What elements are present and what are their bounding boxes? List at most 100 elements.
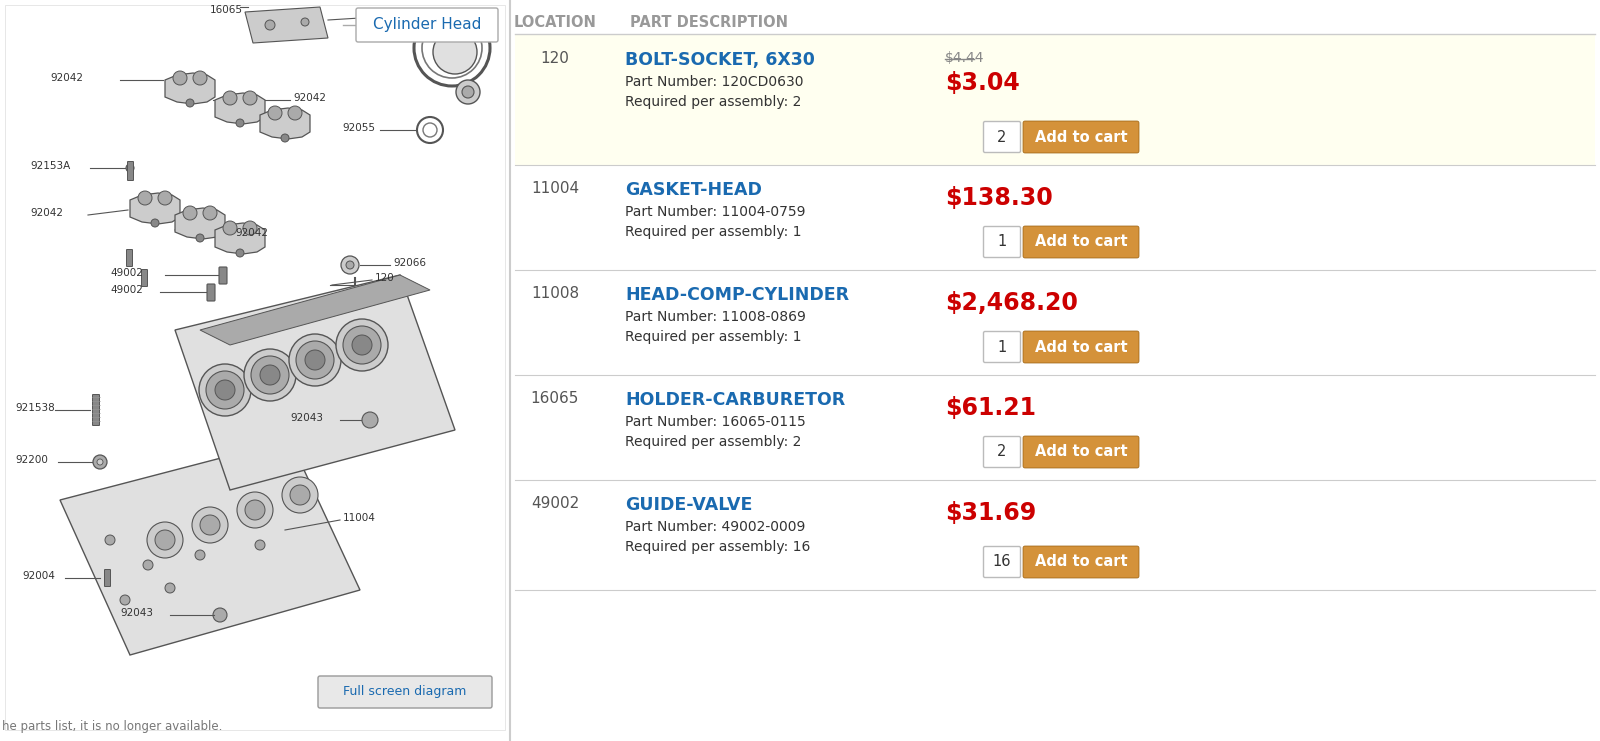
Circle shape xyxy=(290,334,341,386)
FancyBboxPatch shape xyxy=(104,570,110,586)
Text: 11004: 11004 xyxy=(342,513,376,523)
Text: 92066: 92066 xyxy=(394,258,426,268)
Circle shape xyxy=(288,106,302,120)
Text: Required per assembly: 16: Required per assembly: 16 xyxy=(626,540,810,554)
Text: 49002: 49002 xyxy=(110,285,142,295)
Circle shape xyxy=(173,71,187,85)
Circle shape xyxy=(269,106,282,120)
Circle shape xyxy=(213,608,227,622)
Circle shape xyxy=(186,99,194,107)
FancyBboxPatch shape xyxy=(0,0,510,741)
Circle shape xyxy=(194,71,206,85)
Circle shape xyxy=(352,335,371,355)
Circle shape xyxy=(200,515,221,535)
Text: Part Number: 11008-0869: Part Number: 11008-0869 xyxy=(626,310,806,324)
Text: Part Number: 49002-0009: Part Number: 49002-0009 xyxy=(626,520,805,534)
FancyBboxPatch shape xyxy=(1022,546,1139,578)
Circle shape xyxy=(182,206,197,220)
Circle shape xyxy=(206,371,243,409)
Text: 2: 2 xyxy=(997,445,1006,459)
FancyBboxPatch shape xyxy=(1022,436,1139,468)
Text: 49002: 49002 xyxy=(531,496,579,511)
Text: Add to cart: Add to cart xyxy=(1035,234,1128,250)
Circle shape xyxy=(93,455,107,469)
Circle shape xyxy=(243,221,258,235)
Circle shape xyxy=(456,80,480,104)
Circle shape xyxy=(195,550,205,560)
Circle shape xyxy=(243,91,258,105)
Text: Required per assembly: 2: Required per assembly: 2 xyxy=(626,435,802,449)
Circle shape xyxy=(243,349,296,401)
Text: PART DESCRIPTION: PART DESCRIPTION xyxy=(630,15,787,30)
FancyBboxPatch shape xyxy=(355,8,498,42)
FancyBboxPatch shape xyxy=(126,250,133,267)
Circle shape xyxy=(203,206,218,220)
FancyBboxPatch shape xyxy=(93,394,99,425)
Text: 49002: 49002 xyxy=(110,268,142,278)
Text: GUIDE-VALVE: GUIDE-VALVE xyxy=(626,496,752,514)
Text: 120: 120 xyxy=(374,273,395,283)
Text: 921538: 921538 xyxy=(14,403,54,413)
Text: BOLT-SOCKET, 6X30: BOLT-SOCKET, 6X30 xyxy=(626,51,814,69)
FancyBboxPatch shape xyxy=(1022,226,1139,258)
FancyBboxPatch shape xyxy=(219,267,227,284)
Polygon shape xyxy=(214,93,266,124)
Circle shape xyxy=(251,356,290,394)
FancyBboxPatch shape xyxy=(515,375,1595,480)
FancyBboxPatch shape xyxy=(984,547,1021,577)
Text: Required per assembly: 1: Required per assembly: 1 xyxy=(626,225,802,239)
Text: 92200: 92200 xyxy=(14,455,48,465)
Circle shape xyxy=(192,507,229,543)
FancyBboxPatch shape xyxy=(318,676,493,708)
Text: $138.30: $138.30 xyxy=(946,186,1053,210)
Circle shape xyxy=(301,18,309,26)
Text: LOCATION: LOCATION xyxy=(514,15,597,30)
Text: Add to cart: Add to cart xyxy=(1035,339,1128,354)
Polygon shape xyxy=(200,275,430,345)
Circle shape xyxy=(462,86,474,98)
Circle shape xyxy=(142,560,154,570)
Text: 11004: 11004 xyxy=(531,181,579,196)
Circle shape xyxy=(336,319,387,371)
Text: 92004: 92004 xyxy=(22,571,54,581)
Text: 16065: 16065 xyxy=(210,5,243,15)
Circle shape xyxy=(98,459,102,465)
Text: HOLDER-CARBURETOR: HOLDER-CARBURETOR xyxy=(626,391,845,409)
Text: HEAD-COMP-CYLINDER: HEAD-COMP-CYLINDER xyxy=(626,286,850,304)
Circle shape xyxy=(237,492,274,528)
Circle shape xyxy=(150,219,158,227)
Text: $2,468.20: $2,468.20 xyxy=(946,291,1078,315)
Polygon shape xyxy=(214,223,266,254)
Circle shape xyxy=(120,595,130,605)
Text: Part Number: 16065-0115: Part Number: 16065-0115 xyxy=(626,415,806,429)
FancyBboxPatch shape xyxy=(515,480,1595,590)
Text: Ref.Camshaft(s): Ref.Camshaft(s) xyxy=(363,14,435,23)
Polygon shape xyxy=(61,440,360,655)
Circle shape xyxy=(434,30,477,74)
Text: Cylinder Head: Cylinder Head xyxy=(373,18,482,33)
Circle shape xyxy=(195,234,205,242)
Text: /Tensioner: /Tensioner xyxy=(363,22,410,31)
Polygon shape xyxy=(174,275,454,490)
Text: 16: 16 xyxy=(992,554,1011,570)
Text: 92042: 92042 xyxy=(235,228,269,238)
Circle shape xyxy=(342,326,381,364)
Text: he parts list, it is no longer available.: he parts list, it is no longer available… xyxy=(2,720,222,733)
Circle shape xyxy=(341,256,358,274)
Text: Part Number: 11004-0759: Part Number: 11004-0759 xyxy=(626,205,805,219)
Circle shape xyxy=(155,530,174,550)
Text: 92042: 92042 xyxy=(293,93,326,103)
Polygon shape xyxy=(165,73,214,104)
Circle shape xyxy=(290,485,310,505)
Circle shape xyxy=(214,380,235,400)
Text: 1: 1 xyxy=(997,339,1006,354)
Circle shape xyxy=(106,535,115,545)
Text: Required per assembly: 2: Required per assembly: 2 xyxy=(626,95,802,109)
Circle shape xyxy=(222,221,237,235)
Circle shape xyxy=(245,500,266,520)
FancyBboxPatch shape xyxy=(128,162,133,181)
Circle shape xyxy=(237,249,243,257)
Text: $31.69: $31.69 xyxy=(946,501,1037,525)
Text: GASKET-HEAD: GASKET-HEAD xyxy=(626,181,762,199)
Text: Add to cart: Add to cart xyxy=(1035,445,1128,459)
